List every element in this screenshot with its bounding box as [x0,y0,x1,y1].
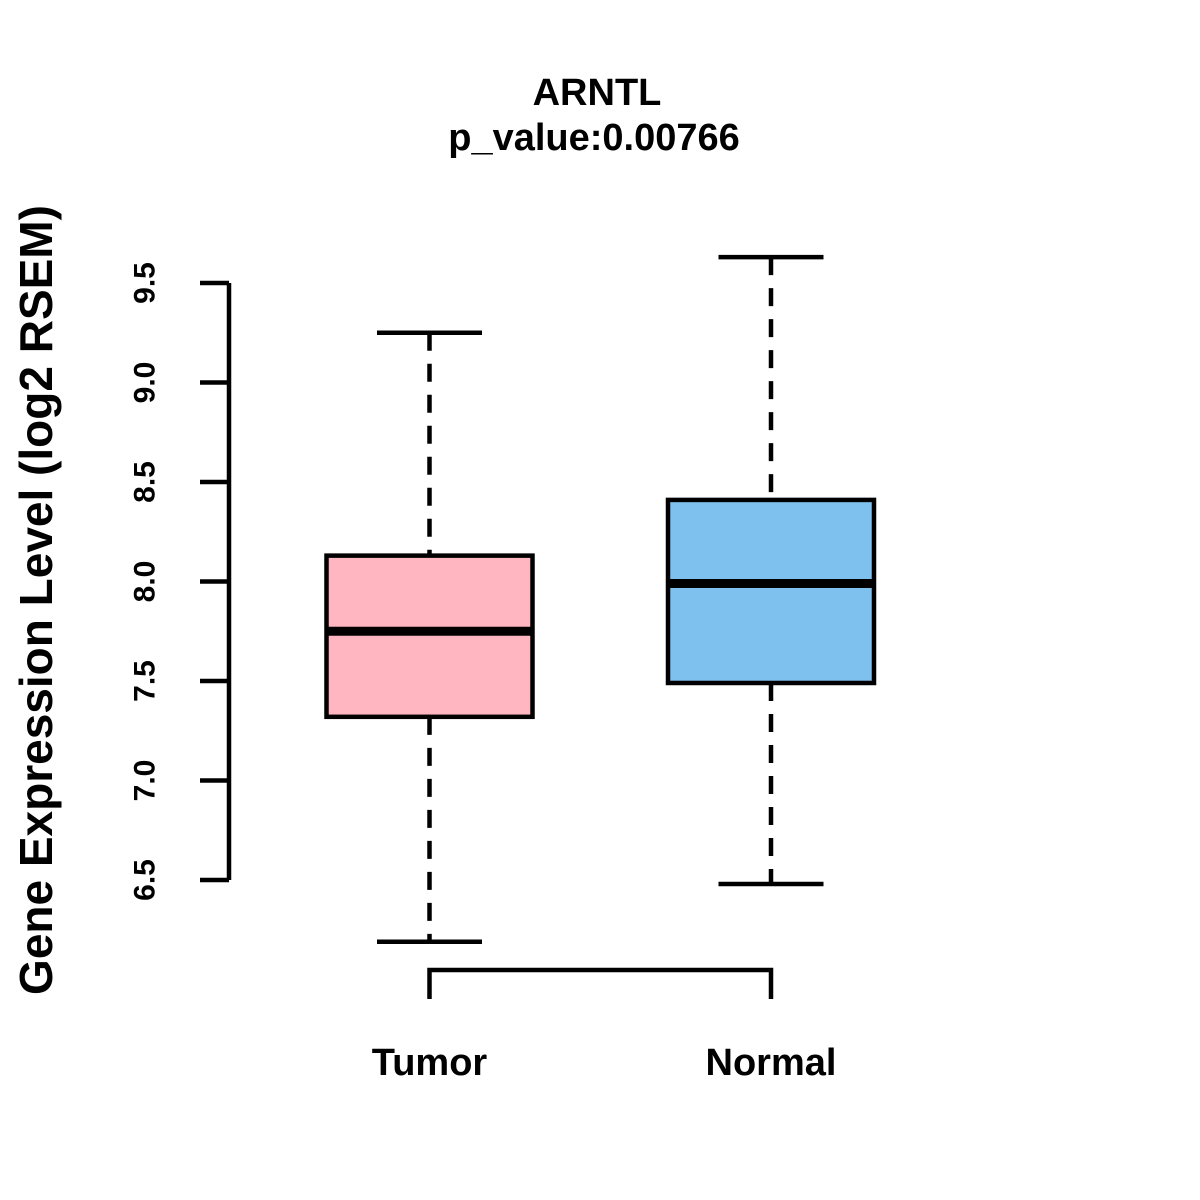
iqr-box-normal [665,497,877,686]
chart-title: ARNTL [532,72,662,114]
y-axis-tick-label: 9.0 [129,362,162,404]
x-label-normal: Normal [706,1042,837,1084]
iqr-box-tumor [324,553,535,720]
y-axis-tick-label: 9.5 [129,262,162,304]
x-label-tumor: Tumor [372,1042,488,1084]
y-axis-tick-label: 7.0 [129,760,162,802]
chart-subtitle-pvalue: p_value:0.00766 [448,117,740,159]
x-axis-bracket [427,967,774,999]
y-axis-tick-label: 8.5 [129,461,162,503]
y-axis-tick-label: 8.0 [129,561,162,603]
y-axis-tick-label: 7.5 [129,660,162,702]
y-axis-tick-label: 6.5 [129,859,162,901]
